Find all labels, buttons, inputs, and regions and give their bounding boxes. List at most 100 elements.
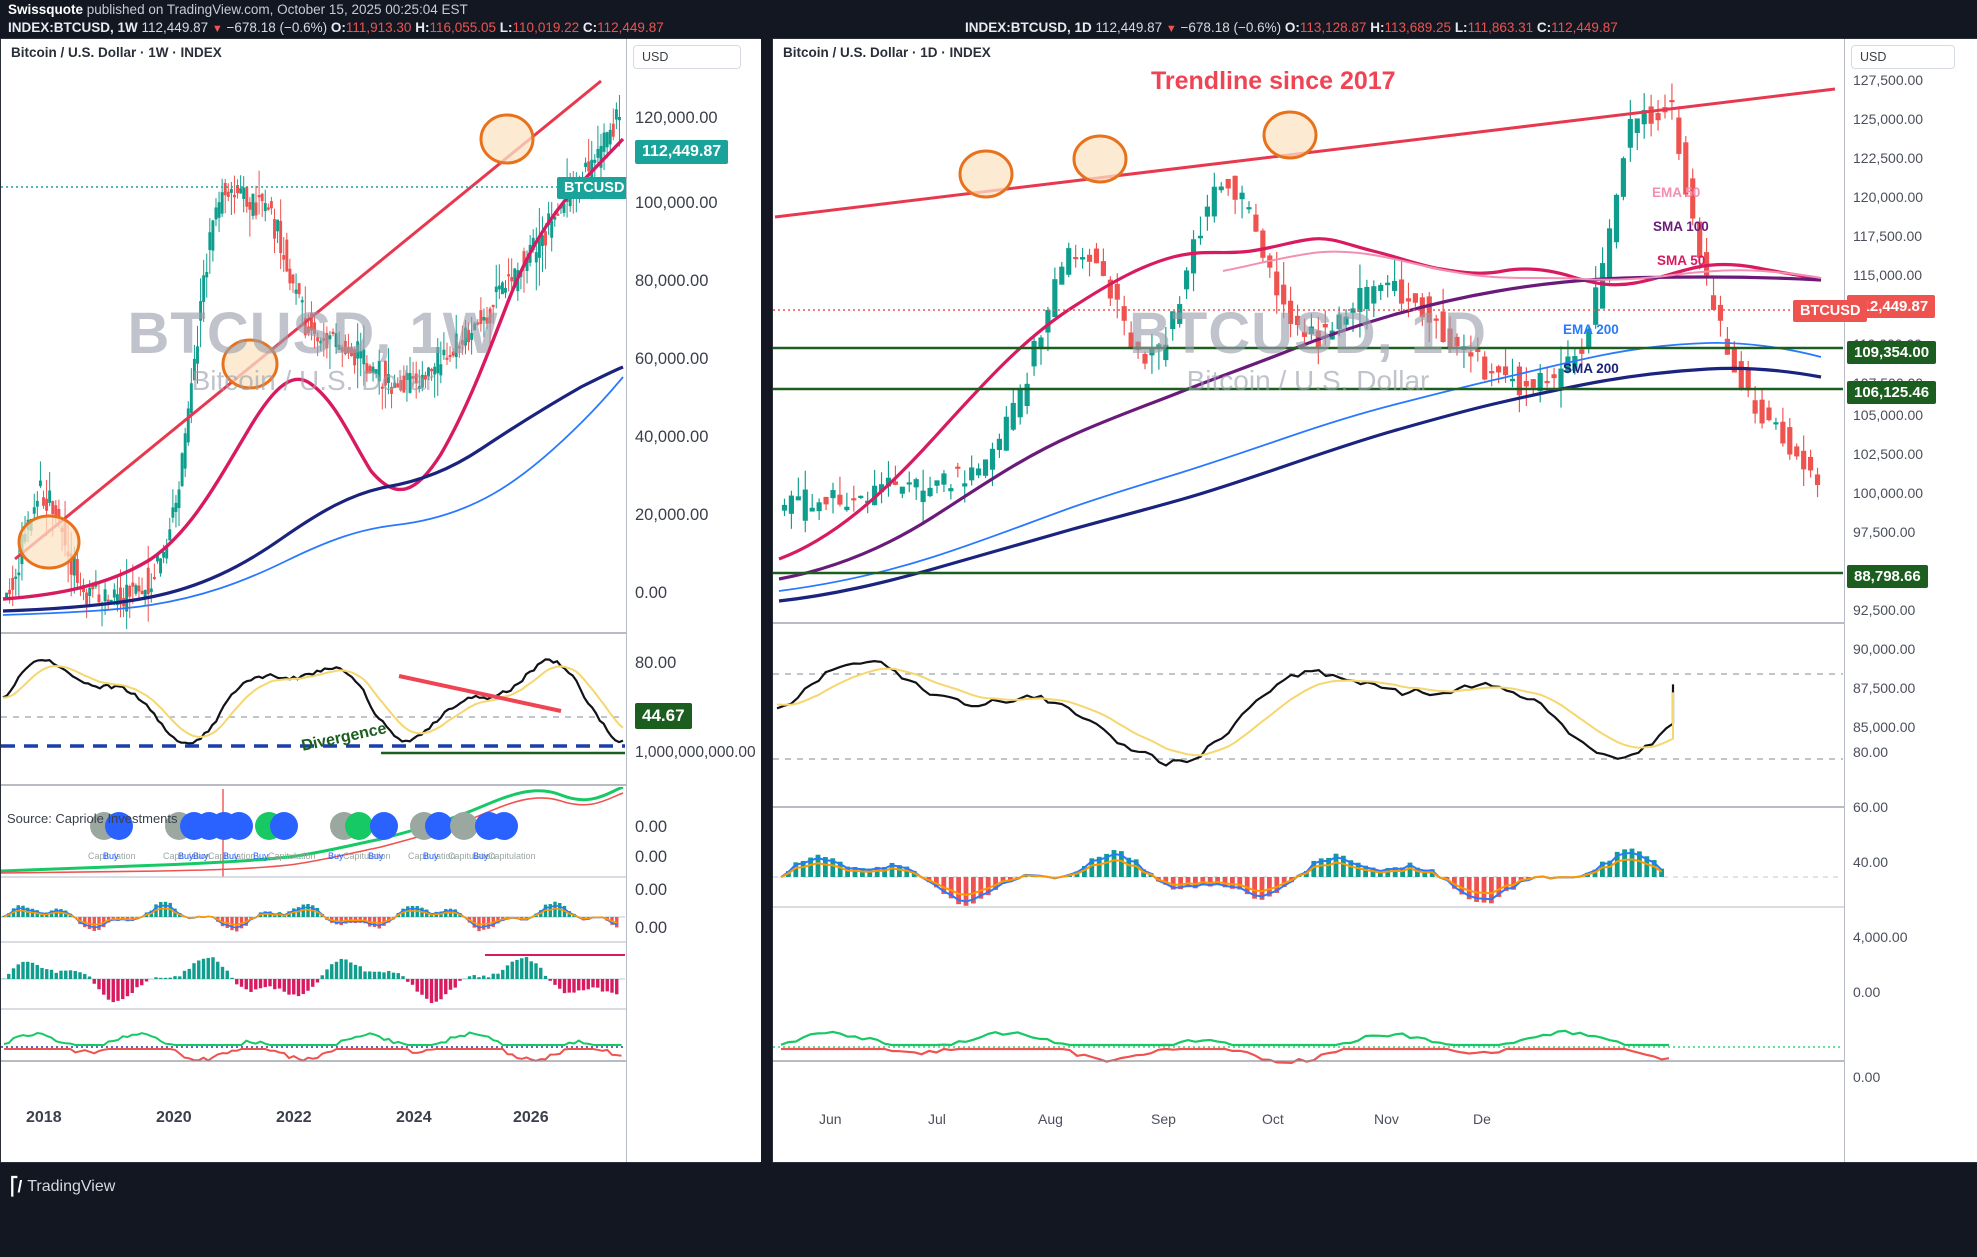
publisher-line: Swissquote published on TradingView.com,…	[8, 2, 468, 17]
weekly-price-tick: 60,000.00	[635, 350, 709, 368]
right-symbol-label: INDEX:BTCUSD, 1D	[965, 20, 1092, 35]
capriole-signal-label: Buy	[193, 851, 209, 861]
weekly-rsi-value-tag: 44.67	[635, 703, 692, 729]
left-symbol-label: INDEX:BTCUSD, 1W	[8, 20, 138, 35]
daily-price-tick: 120,000.00	[1853, 189, 1924, 205]
daily-rsi-tick: 60.00	[1853, 799, 1889, 815]
sma-200-line	[778, 366, 1822, 603]
touch-highlight-1	[958, 149, 1014, 199]
capriole-signal-dot	[345, 812, 373, 840]
capriole-signal-label: Buy	[423, 851, 439, 861]
capriole-signal-label: Capitulation	[448, 851, 496, 861]
daily-price-tick: 90,000.00	[1853, 641, 1916, 657]
daily-price-series	[773, 83, 1843, 603]
touch-highlight-2	[1072, 134, 1128, 184]
tradingview-logo-icon: ⎡/	[10, 1177, 22, 1196]
daily-chart-canvas[interactable]	[773, 39, 1976, 1162]
weekly-zero-tick: 0.00	[635, 818, 668, 836]
weekly-price-tick: 0.00	[635, 584, 668, 602]
publisher-name: Swissquote	[8, 2, 84, 17]
right-high-value: 113,689.25	[1384, 20, 1452, 35]
left-close-label: C:	[582, 20, 598, 35]
weekly-symbol-tag: BTCUSD	[557, 177, 632, 199]
sma-50-line	[2, 137, 625, 601]
capriole-signal-label: Capitulation	[88, 851, 136, 861]
left-low-label: L:	[499, 20, 513, 35]
daily-support-tag-3: 88,798.66	[1847, 565, 1928, 588]
daily-currency-chip[interactable]: USD	[1851, 45, 1955, 69]
weekly-price-scale[interactable]: USD 120,000.00 100,000.00 80,000.00 60,0…	[626, 39, 761, 1162]
weekly-current-price-tag: 112,449.87	[635, 140, 729, 164]
sma-50-label: SMA 50	[1657, 253, 1706, 268]
ema-200-line	[2, 376, 624, 616]
capriole-signal-dot	[425, 812, 453, 840]
daily-date-tick: Aug	[1038, 1111, 1063, 1127]
daily-date-tick: Sep	[1151, 1111, 1176, 1127]
left-close-value: 112,449.87	[597, 20, 664, 35]
daily-oscillator-series	[773, 1029, 1843, 1065]
right-open-label: O:	[1284, 20, 1300, 35]
left-high-value: 116,055.05	[429, 20, 497, 35]
weekly-zero-tick: 0.00	[635, 848, 668, 866]
touch-highlight-3	[1262, 110, 1318, 160]
left-change: −678.18 (−0.6%)	[226, 20, 328, 35]
daily-price-tick: 102,500.00	[1853, 446, 1924, 462]
weekly-currency-chip[interactable]: USD	[633, 45, 741, 69]
daily-date-tick: De	[1473, 1111, 1491, 1127]
daily-price-scale[interactable]: USD 127,500.00 125,000.00 122,500.00 120…	[1844, 39, 1977, 1162]
weekly-price-tick: 40,000.00	[635, 428, 709, 446]
daily-date-tick: Jul	[928, 1111, 946, 1127]
left-open-label: O:	[330, 20, 346, 35]
left-high-label: H:	[415, 20, 430, 35]
sma-200-label: SMA 200	[1563, 361, 1619, 376]
right-open-value: 113,128.87	[1299, 20, 1367, 35]
capriole-signal-label: Buy	[328, 851, 344, 861]
capriole-signal-label: Buy	[253, 851, 269, 861]
weekly-date-tick: 2024	[396, 1109, 432, 1126]
ema-200-label: EMA 200	[1563, 322, 1619, 337]
weekly-date-tick: 2026	[513, 1109, 549, 1126]
right-low-value: 111,863.31	[1467, 20, 1534, 35]
daily-price-tick: 105,000.00	[1853, 407, 1924, 423]
capriole-signal-dot	[450, 812, 478, 840]
weekly-chart-pane[interactable]: Bitcoin / U.S. Dollar · 1W · INDEX BTCUS…	[0, 38, 761, 1163]
touch-highlight-2	[221, 338, 279, 390]
left-quote-line: INDEX:BTCUSD, 1W 112,449.87 ▼ −678.18 (−…	[8, 20, 664, 35]
daily-price-tick: 87,500.00	[1853, 680, 1916, 696]
weekly-chart-canvas[interactable]	[1, 39, 759, 1162]
daily-price-tick: 117,500.00	[1853, 228, 1923, 244]
daily-price-tick: 125,000.00	[1853, 111, 1924, 127]
weekly-price-tick: 80,000.00	[635, 272, 709, 290]
capriole-signal-label: Buy	[178, 851, 194, 861]
capriole-signal-label: Buy	[103, 851, 119, 861]
weekly-date-tick: 2020	[156, 1109, 192, 1126]
capriole-signal-label: Capitulation	[408, 851, 456, 861]
capriole-signal-label: Capitulation	[208, 851, 256, 861]
daily-price-tick: 92,500.00	[1853, 602, 1916, 618]
left-open-value: 111,913.30	[345, 20, 412, 35]
tradingview-logo[interactable]: ⎡/ TradingView	[10, 1177, 115, 1197]
weekly-source-note: Source: Capriole Investments	[7, 811, 178, 826]
daily-price-tick: 100,000.00	[1853, 485, 1924, 501]
weekly-price-tick: 20,000.00	[635, 506, 709, 524]
daily-date-tick: Oct	[1262, 1111, 1284, 1127]
ema-50-line	[1222, 250, 1822, 281]
daily-support-tag-2: 106,125.46	[1847, 381, 1937, 404]
weekly-zero-tick: 0.00	[635, 881, 668, 899]
right-quote-line: INDEX:BTCUSD, 1D 112,449.87 ▼ −678.18 (−…	[965, 20, 1618, 35]
rsi-divergence-line	[398, 674, 562, 713]
left-low-value: 110,019.22	[512, 20, 580, 35]
daily-price-tick: 122,500.00	[1853, 150, 1924, 166]
weekly-oscillator-3	[1, 1031, 625, 1062]
daily-chart-title: Bitcoin / U.S. Dollar · 1D · INDEX	[783, 45, 991, 60]
daily-price-tick: 115,000.00	[1853, 267, 1923, 283]
daily-zero-tick: 0.00	[1853, 1069, 1881, 1085]
daily-rsi-tick: 80.00	[1853, 744, 1889, 760]
capriole-signal-dot	[490, 812, 518, 840]
daily-date-tick: Nov	[1374, 1111, 1399, 1127]
daily-chart-pane[interactable]: Bitcoin / U.S. Dollar · 1D · INDEX Trend…	[772, 38, 1977, 1163]
published-text: published on TradingView.com, October 15…	[86, 2, 468, 17]
capriole-signal-dot	[105, 812, 133, 840]
down-triangle-icon: ▼	[1165, 23, 1177, 35]
